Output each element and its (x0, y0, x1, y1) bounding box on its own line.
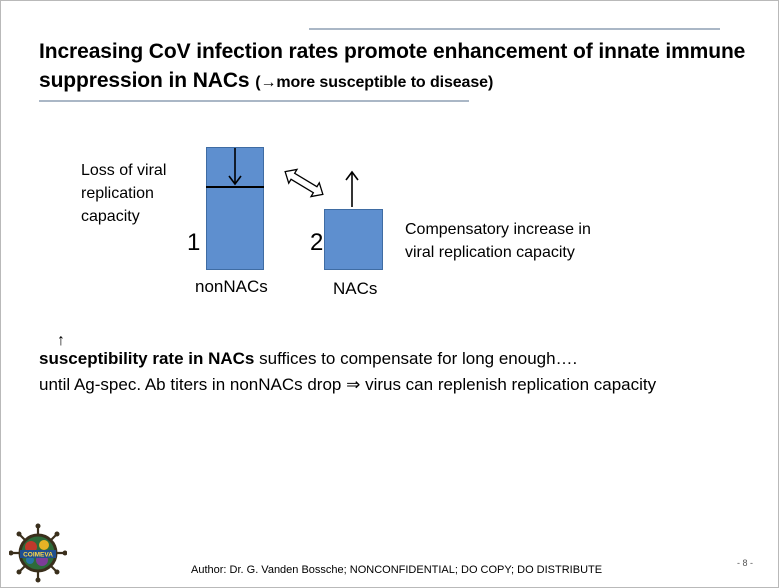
body-line-1-rest: suffices to compensate for long enough…. (254, 349, 578, 368)
up-arrow-icon (345, 170, 359, 207)
top-rule (309, 28, 720, 30)
nacs-bar (324, 209, 383, 270)
nonnacs-label: nonNACs (195, 277, 268, 296)
compensatory-note: Compensatory increase in viral replicati… (405, 218, 591, 264)
loss-note-line: capacity (81, 208, 140, 225)
compensatory-note-line: viral replication capacity (405, 244, 575, 261)
slide-title: Increasing CoV infection rates promote e… (39, 37, 759, 97)
logo-text: COIMEVA (23, 552, 53, 559)
title-underline-rule (39, 100, 469, 102)
page-number: - 8 - (737, 558, 754, 568)
nonnacs-loss-line (206, 186, 264, 188)
body-line-1: susceptibility rate in NACs suffices to … (39, 347, 577, 371)
loss-note-line: Loss of viral (81, 162, 167, 179)
loss-note-line: replication (81, 185, 154, 202)
down-arrow-icon (228, 148, 242, 186)
author-footer: Author: Dr. G. Vanden Bossche; NONCONFID… (191, 564, 603, 576)
title-main: Increasing CoV infection rates promote e… (39, 40, 746, 92)
bar2-number: 2 (310, 229, 324, 256)
title-suffix: (→more susceptible to disease) (255, 74, 494, 91)
exchange-arrow-icon (284, 168, 324, 198)
susceptibility-bold: susceptibility rate in NACs (39, 349, 255, 368)
bar1-number: 1 (187, 229, 201, 256)
body-line-2: until Ag-spec. Ab titers in nonNACs drop… (39, 375, 657, 394)
nacs-label: NACs (333, 279, 378, 298)
increase-arrow-icon: ↑ (57, 332, 65, 349)
compensatory-note-line: Compensatory increase in (405, 221, 591, 238)
loss-note: Loss of viral replication capacity (81, 159, 166, 228)
coimeva-logo: COIMEVA (9, 523, 67, 583)
